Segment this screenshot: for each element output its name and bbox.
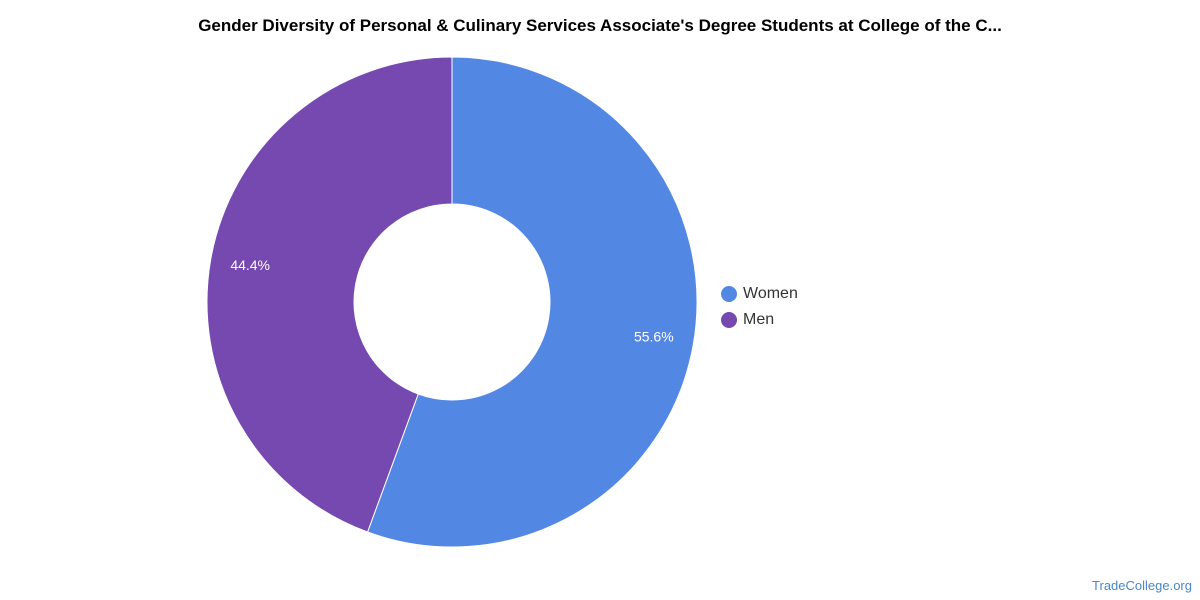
legend-item-women[interactable]: Women: [721, 281, 798, 307]
slice-label-women: 55.6%: [634, 329, 674, 345]
legend-swatch-women: [721, 286, 737, 302]
slices-group: [206, 56, 698, 548]
legend-label-men: Men: [743, 311, 775, 328]
labels-group: 55.6% 44.4%: [230, 257, 673, 345]
legend-item-men[interactable]: Men: [721, 307, 798, 333]
chart-title: Gender Diversity of Personal & Culinary …: [198, 16, 1002, 35]
legend: Women Men: [721, 281, 798, 333]
legend-swatch-men: [721, 312, 737, 328]
slice-men[interactable]: [206, 56, 453, 533]
legend-label-women: Women: [743, 285, 798, 302]
watermark-link[interactable]: TradeCollege.org: [1092, 578, 1192, 593]
slice-label-men: 44.4%: [230, 257, 270, 273]
slice-women[interactable]: [366, 56, 698, 548]
